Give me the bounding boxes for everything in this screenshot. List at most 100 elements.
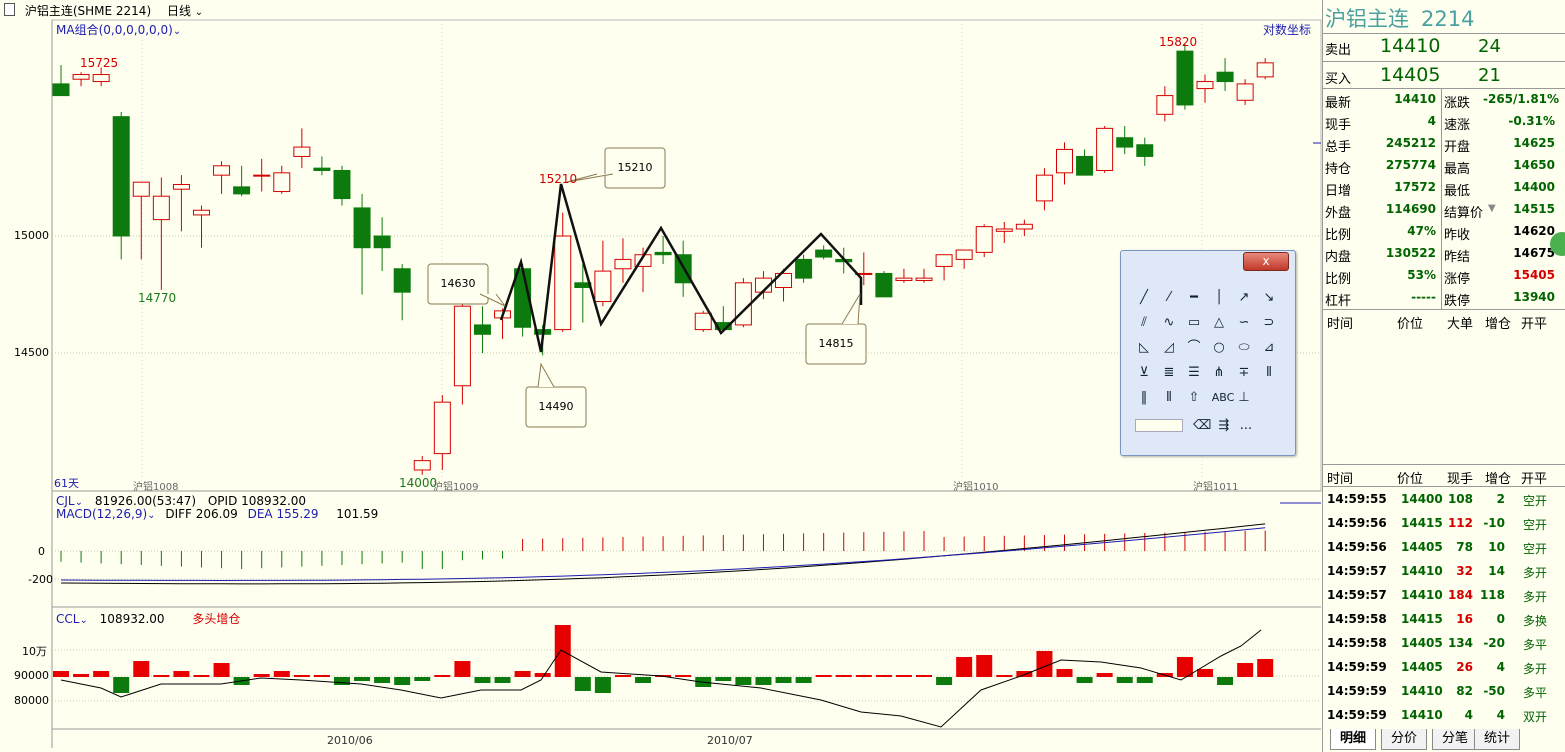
- candle: [1256, 58, 1274, 80]
- trade-volume: 112: [1447, 516, 1473, 530]
- trade-row: 14:59:59 14410 4 4 双开: [1323, 704, 1565, 728]
- fib-fan-icon[interactable]: ⊻: [1139, 365, 1149, 380]
- close-button[interactable]: x: [1243, 252, 1289, 271]
- arrow-up-right-icon[interactable]: ↗: [1238, 290, 1250, 305]
- parallel-icon[interactable]: ⫽: [1141, 315, 1147, 330]
- candle-body: [995, 228, 1013, 232]
- callout-15210[interactable]: 15210: [617, 161, 653, 174]
- candle: [453, 289, 471, 405]
- ccl-bar: [333, 677, 350, 685]
- close-icon[interactable]: x: [1262, 254, 1270, 268]
- cycle-icon[interactable]: ∓: [1238, 365, 1250, 380]
- period-selector[interactable]: 日线: [166, 4, 191, 18]
- trade-time: 14:59:59: [1327, 660, 1387, 674]
- ccl-bar: [594, 677, 611, 693]
- arc2-icon[interactable]: ⌒: [1187, 340, 1201, 355]
- candle: [574, 264, 592, 323]
- line-color-swatch[interactable]: [1135, 419, 1183, 432]
- color-select-icon[interactable]: ⇶: [1218, 418, 1230, 433]
- kline-chart[interactable]: [0, 0, 1322, 752]
- candle-body: [72, 74, 90, 80]
- fib-retrace-icon[interactable]: ≣: [1163, 365, 1175, 380]
- chevron-down-icon[interactable]: ⌄: [74, 497, 83, 508]
- candle-body: [694, 312, 712, 331]
- trade-increment: 10: [1488, 540, 1505, 554]
- quote-value-6: 47%: [1407, 224, 1436, 238]
- callout-14630[interactable]: 14630: [440, 277, 476, 290]
- tab-2[interactable]: 分笔: [1432, 729, 1478, 750]
- trade-type: 多开: [1523, 590, 1548, 604]
- quote-label-6: 比例: [1325, 228, 1352, 243]
- column-header-2: 现手: [1447, 472, 1474, 487]
- ccl-bar: [956, 657, 973, 677]
- vline-icon[interactable]: │: [1215, 290, 1223, 305]
- ccl-bar: [1257, 659, 1274, 677]
- time-zone-icon[interactable]: ⫴: [1166, 390, 1172, 405]
- more-icon[interactable]: ...: [1239, 418, 1253, 433]
- trade-price: 14410: [1401, 708, 1443, 722]
- high-label-15725: 15725: [80, 56, 119, 70]
- trade-increment: -10: [1483, 516, 1505, 530]
- ccl-bar: [1116, 677, 1133, 683]
- ccl-bar: [53, 671, 69, 677]
- line-icon[interactable]: ╱: [1140, 290, 1148, 305]
- rectangle-icon[interactable]: ▭: [1187, 315, 1201, 330]
- eraser-icon[interactable]: ⌫: [1193, 418, 1212, 433]
- quote-value-r8: 15405: [1513, 268, 1555, 282]
- candle: [273, 165, 291, 194]
- period-icon[interactable]: ⦀: [1266, 365, 1272, 380]
- trade-type: 多开: [1523, 662, 1548, 676]
- up-arrow-icon[interactable]: ⇧: [1188, 390, 1200, 405]
- ccl-indicator[interactable]: CCL⌄ 108932.00 多头增仓: [56, 612, 241, 626]
- ma-indicator[interactable]: MA组合(0,0,0,0,0,0)⌄: [56, 23, 182, 37]
- ray-icon[interactable]: ⁄: [1167, 290, 1171, 305]
- ellipse-icon[interactable]: ⬭: [1238, 340, 1250, 355]
- candle-body: [1176, 50, 1194, 106]
- callout-14815[interactable]: 14815: [818, 337, 854, 350]
- pitchfork-icon[interactable]: ⋔: [1213, 365, 1225, 380]
- arc-icon[interactable]: ⊃: [1263, 315, 1275, 330]
- gann-icon[interactable]: ◺: [1139, 340, 1149, 355]
- candle: [634, 247, 652, 293]
- chevron-down-icon[interactable]: ⌄: [194, 7, 204, 18]
- float-badge-icon[interactable]: [1550, 232, 1565, 256]
- text-icon[interactable]: ABC: [1211, 391, 1235, 404]
- candle-body: [654, 251, 672, 256]
- circle-icon[interactable]: ○: [1213, 340, 1225, 355]
- candle-body: [473, 324, 491, 335]
- candle-body: [293, 146, 311, 157]
- wave-icon[interactable]: ∿: [1163, 315, 1175, 330]
- chevron-down-icon[interactable]: ⌄: [172, 26, 182, 37]
- fib-ext-icon[interactable]: ☰: [1188, 365, 1200, 380]
- ccl-bar: [1056, 669, 1073, 677]
- fan-icon[interactable]: ◿: [1164, 340, 1174, 355]
- ccl-bar: [434, 675, 451, 677]
- drawing-toolbox[interactable]: x ╱ ⁄ ━ │ ↗ ↘ ⫽ ∿ ▭ △ ∽ ⊃ ◺ ◿ ⌒ ○ ⬭ ⊿ ⊻ ≣ ☰ ⋔ ∓ ⦀ ‖ ⫴ ⇧ ABC ⊥ ⌫ ⇶...: [1120, 250, 1296, 456]
- time-lines-icon[interactable]: ‖: [1140, 390, 1148, 405]
- callout-14490[interactable]: 14490: [538, 400, 574, 413]
- bid-price: 14405: [1380, 64, 1441, 86]
- tab-3[interactable]: 统计: [1474, 729, 1520, 750]
- macd-diff-line: [60, 523, 1266, 585]
- column-header-2: 大单: [1447, 317, 1474, 332]
- tab-1[interactable]: 分价: [1381, 729, 1427, 750]
- trade-volume: 78: [1456, 540, 1473, 554]
- arrow-down-right-icon[interactable]: ↘: [1263, 290, 1275, 305]
- cjl-indicator[interactable]: CJL⌄ 81926.00(53:47) OPID 108932.00: [56, 494, 307, 508]
- hline-icon[interactable]: ━: [1190, 290, 1198, 305]
- triangle-icon[interactable]: △: [1214, 315, 1224, 330]
- ccl-bar: [293, 675, 310, 677]
- chevron-down-icon[interactable]: ⌄: [79, 615, 88, 626]
- sine-icon[interactable]: ∽: [1238, 315, 1250, 330]
- ruler-icon[interactable]: ⊥: [1238, 390, 1250, 405]
- tab-0[interactable]: 明细: [1330, 729, 1376, 750]
- low-label-14770: 14770: [138, 291, 177, 305]
- column-header-0: 时间: [1327, 317, 1354, 332]
- y-tick-15000: 15000: [14, 229, 49, 242]
- chevron-down-icon[interactable]: ⌄: [147, 510, 156, 521]
- candle: [72, 72, 90, 87]
- macd-indicator[interactable]: MACD(12,26,9)⌄ DIFF 206.09 DEA 155.29 10…: [56, 507, 379, 521]
- chevron-down-icon[interactable]: ▼: [1488, 203, 1496, 214]
- speed-line-icon[interactable]: ⊿: [1263, 340, 1275, 355]
- log-axis-toggle[interactable]: 对数坐标: [1263, 23, 1312, 37]
